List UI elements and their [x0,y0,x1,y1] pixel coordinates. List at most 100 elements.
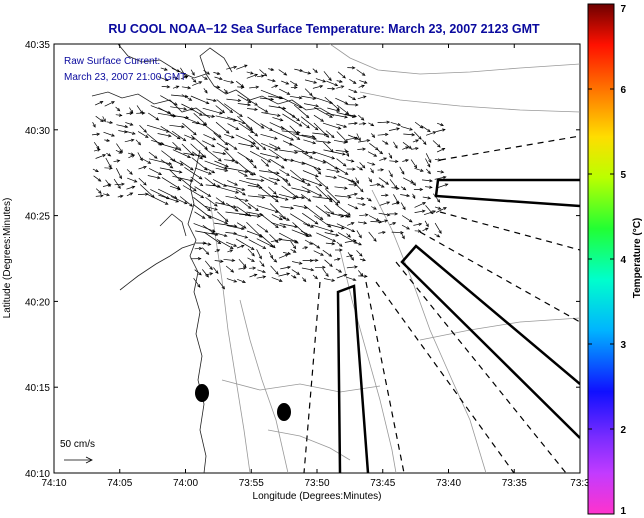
current-vector [192,204,212,219]
current-vector [436,129,446,132]
current-vector [336,131,348,143]
current-vector [358,123,366,125]
current-vector [195,230,218,236]
current-vector [205,205,218,211]
current-vector [216,99,233,113]
current-vector-head [274,84,279,88]
current-vector [246,98,258,106]
current-vector [270,238,282,243]
current-vector-head [192,79,197,83]
current-vector [302,246,308,249]
current-vector-head [97,178,102,182]
mooring-marker [195,384,209,402]
current-vector-head [211,144,216,148]
current-vector [315,140,331,143]
current-vector-head [284,178,289,182]
current-vector-head [298,96,303,100]
current-vector [436,183,448,189]
current-vector-head [168,162,173,166]
current-vector [125,130,136,135]
current-vector [379,201,390,206]
current-vector-head [346,153,350,158]
current-vector-head [283,72,288,76]
current-vector [193,197,211,211]
current-vector [272,130,294,141]
current-vector [271,257,277,263]
current-vector-head [233,231,238,235]
current-vector [312,274,318,279]
current-vector [325,188,340,204]
current-vector [190,95,209,104]
current-vector-head [257,214,261,218]
current-vector [246,108,258,110]
current-vector [267,169,289,182]
current-vector [424,220,429,227]
current-vector-head [347,234,351,238]
current-vector-head [286,272,291,276]
current-vector [118,130,128,133]
current-vector [355,242,362,246]
colorbar-label: Temperature (°C) [632,218,643,299]
current-vector [290,213,311,227]
current-vector-head [274,147,279,151]
current-vector [324,259,333,267]
current-vector-head [401,171,405,175]
current-vector-head [353,181,357,185]
x-tick-label: 74:10 [41,478,66,489]
current-vector [400,186,406,191]
current-vector-head [397,122,402,127]
current-vector-head [286,172,290,176]
current-vector [367,162,375,166]
current-vector-head [174,146,179,150]
current-vector [293,104,310,118]
current-vector-head [117,185,121,189]
current-vector-head [164,78,169,82]
current-vector-head [262,275,267,279]
current-vector [237,94,251,103]
current-vector-head [360,188,364,193]
current-vector-head [342,75,346,79]
current-vector-head [207,242,212,246]
current-vector [425,186,433,188]
current-vector-head [275,155,280,159]
current-vector-head [270,97,275,101]
current-vector [301,134,315,138]
current-vector-head [276,171,280,175]
current-vector [148,158,172,165]
current-vector [280,206,294,209]
current-vector-head [307,190,311,194]
current-vector-head [438,230,442,235]
current-vector [128,154,135,159]
current-vector-head [169,165,174,169]
current-vector [316,232,336,242]
current-vector-head [233,243,238,247]
current-vector [170,158,184,166]
current-vector [315,78,326,83]
current-vector [215,121,230,134]
current-vector-head [292,245,297,250]
current-vector [260,133,278,140]
current-vector [336,85,344,89]
current-vector-head [353,114,358,118]
current-vector [358,139,370,143]
current-vector [358,114,365,121]
current-vector-head [302,278,307,283]
current-vector-head [375,218,380,222]
current-vector [193,277,201,288]
current-vector [170,114,189,119]
current-vector [324,96,340,111]
current-vector [312,68,318,73]
current-vector [412,193,416,199]
current-vector [223,149,238,164]
current-vector-head [314,126,319,131]
current-vector-head [314,174,319,178]
current-vector [95,154,106,159]
current-vector-head [198,246,203,251]
current-vector-head [224,221,229,225]
current-vector-head [336,199,341,204]
current-vector [346,159,354,162]
current-vector [312,196,333,200]
current-vector-head [230,80,235,84]
current-vector [289,95,302,99]
current-vector [225,195,248,202]
